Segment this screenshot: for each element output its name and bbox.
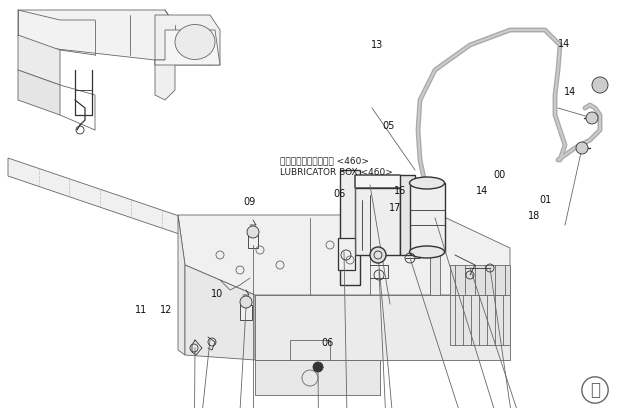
Polygon shape xyxy=(338,238,355,270)
Text: 16: 16 xyxy=(394,186,406,196)
Circle shape xyxy=(586,112,598,124)
Polygon shape xyxy=(450,295,510,345)
Polygon shape xyxy=(178,215,185,355)
Text: 13: 13 xyxy=(371,40,383,50)
Text: 18: 18 xyxy=(528,211,541,221)
Text: 09: 09 xyxy=(244,197,256,207)
Polygon shape xyxy=(240,305,252,320)
Polygon shape xyxy=(155,30,220,65)
Text: 14: 14 xyxy=(558,39,570,49)
Polygon shape xyxy=(155,60,175,100)
Ellipse shape xyxy=(409,177,445,189)
Polygon shape xyxy=(155,15,220,65)
Polygon shape xyxy=(8,158,315,280)
Polygon shape xyxy=(18,70,60,115)
Polygon shape xyxy=(355,175,415,188)
Polygon shape xyxy=(178,215,510,295)
Circle shape xyxy=(240,296,252,308)
Circle shape xyxy=(247,226,259,238)
Text: Ⓦ: Ⓦ xyxy=(590,381,600,399)
Text: 05: 05 xyxy=(383,122,395,131)
Text: リブリケータボックス <460>: リブリケータボックス <460> xyxy=(280,156,369,165)
Polygon shape xyxy=(290,340,330,360)
Text: 06: 06 xyxy=(334,189,346,199)
Ellipse shape xyxy=(409,246,445,258)
Polygon shape xyxy=(450,265,510,295)
Ellipse shape xyxy=(175,24,215,60)
Polygon shape xyxy=(18,10,175,60)
Text: 14: 14 xyxy=(564,87,577,97)
Text: 11: 11 xyxy=(135,305,148,315)
Circle shape xyxy=(370,247,386,263)
Polygon shape xyxy=(255,360,380,395)
Text: 12: 12 xyxy=(160,305,172,315)
Polygon shape xyxy=(400,175,415,255)
Text: 01: 01 xyxy=(539,195,552,205)
Polygon shape xyxy=(18,35,60,85)
Polygon shape xyxy=(355,188,400,255)
Text: 17: 17 xyxy=(389,203,401,213)
Polygon shape xyxy=(248,235,258,248)
Polygon shape xyxy=(340,170,360,285)
Text: 06: 06 xyxy=(321,338,334,348)
Text: 10: 10 xyxy=(211,289,223,299)
Circle shape xyxy=(592,77,608,93)
Circle shape xyxy=(313,362,323,372)
Text: 00: 00 xyxy=(493,171,505,180)
Circle shape xyxy=(576,142,588,154)
Polygon shape xyxy=(410,183,445,252)
Polygon shape xyxy=(185,265,255,360)
Text: 14: 14 xyxy=(476,186,489,196)
Polygon shape xyxy=(430,215,440,295)
Text: LUBRICATOR BOX <460>: LUBRICATOR BOX <460> xyxy=(280,168,393,177)
Polygon shape xyxy=(255,295,510,360)
